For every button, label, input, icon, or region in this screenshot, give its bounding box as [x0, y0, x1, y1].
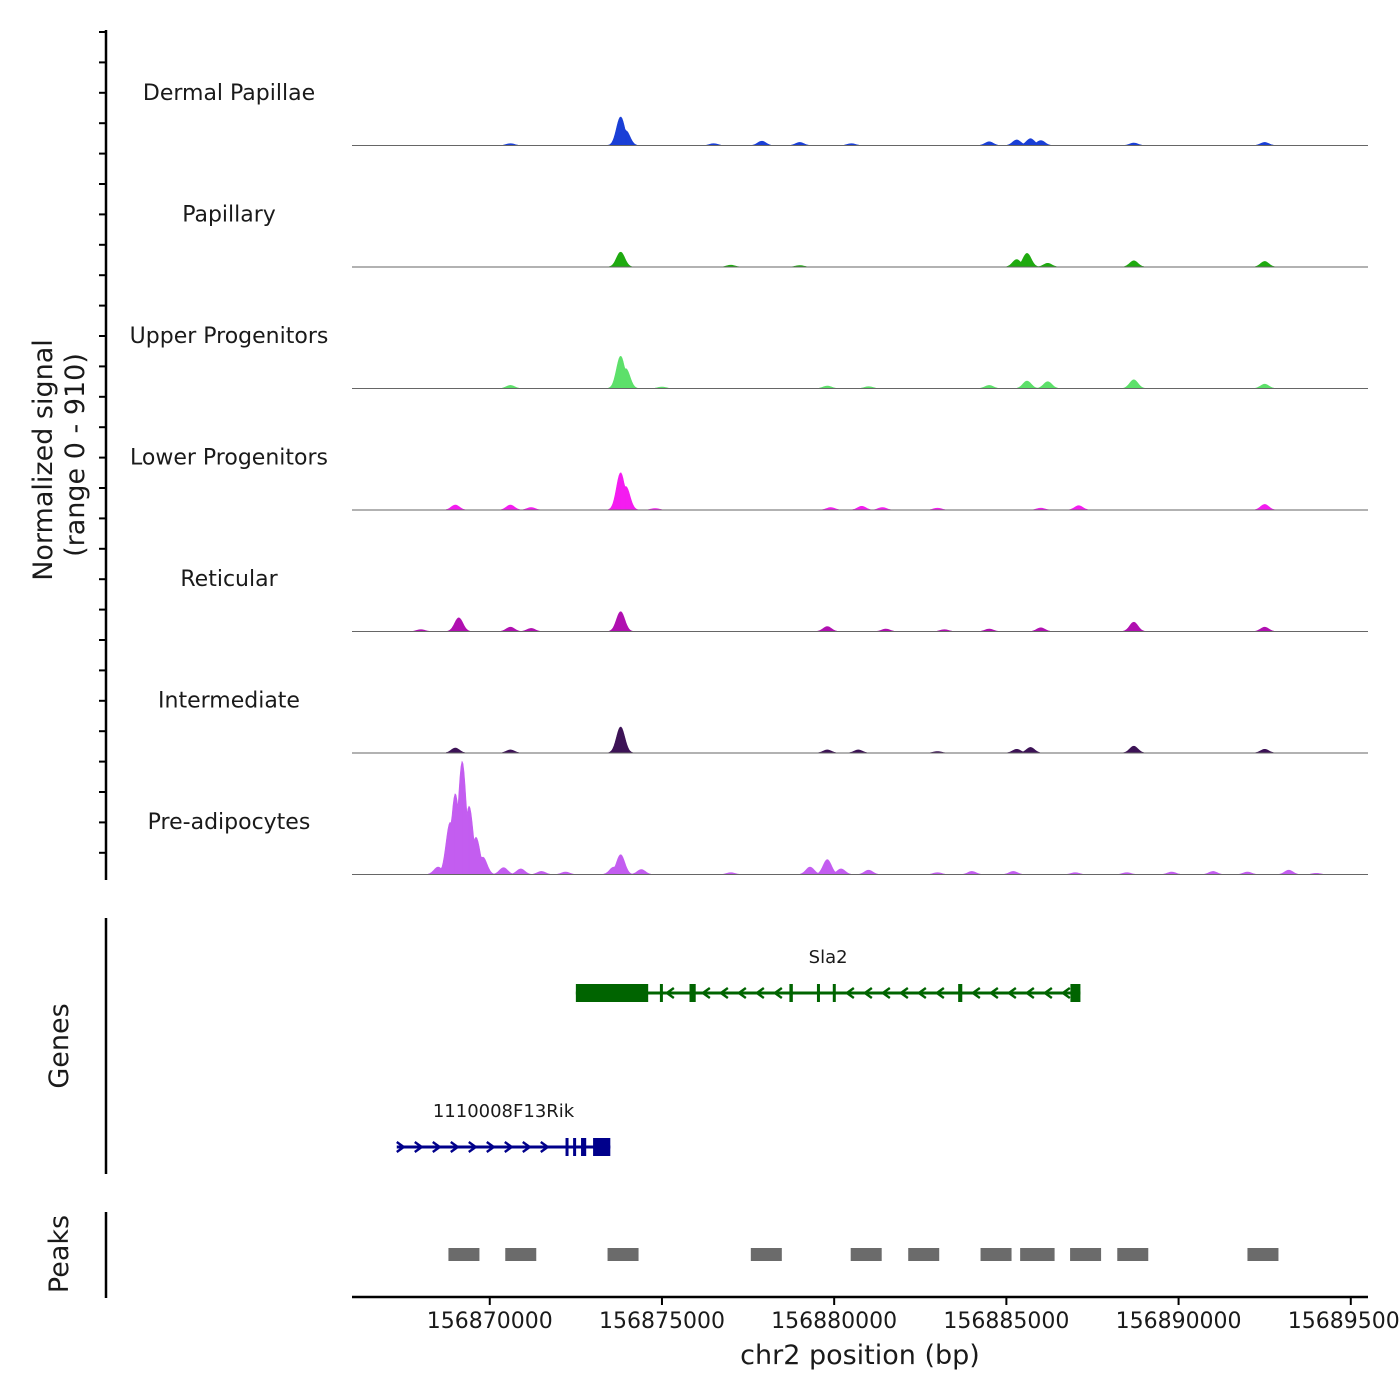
x-axis: 156870000 156875000 156880000 156885000 1568…	[352, 1295, 1400, 1334]
exon	[958, 984, 963, 1002]
exon	[789, 984, 793, 1002]
x-tick-label: 156885000	[943, 1309, 1069, 1334]
track-5: Intermediate	[158, 689, 1368, 754]
coverage-tracks: Dermal Papillae Papillary Upper Progenitor…	[130, 81, 1368, 875]
peak-region	[1117, 1248, 1149, 1261]
strand-arrow	[898, 987, 909, 999]
strand-arrow	[970, 987, 981, 999]
strand-arrow	[468, 1141, 478, 1153]
track-label: Dermal Papillae	[143, 81, 315, 106]
signal-area	[352, 611, 1368, 632]
signal-area	[352, 472, 1368, 511]
x-tick-label: 156890000	[1116, 1309, 1242, 1334]
strand-arrow	[844, 987, 855, 999]
track-label: Intermediate	[158, 689, 300, 714]
peak-region	[505, 1248, 537, 1261]
y-axis-title-line1: Normalized signal	[28, 339, 59, 581]
strand-arrow	[664, 987, 675, 999]
x-tick-label: 156870000	[427, 1309, 553, 1334]
track-3: Lower Progenitors	[130, 446, 1368, 511]
signal-area	[352, 355, 1368, 389]
peak-region	[1020, 1248, 1055, 1261]
genes-axis-title: Genes	[44, 1003, 75, 1088]
track-label: Papillary	[182, 203, 276, 228]
peak-region	[448, 1248, 480, 1261]
x-tick-label: 156880000	[771, 1309, 897, 1334]
peak-region	[1070, 1248, 1102, 1261]
strand-arrow	[754, 987, 765, 999]
strand-arrow	[414, 1141, 424, 1153]
strand-arrow	[486, 1141, 496, 1153]
strand-arrow	[736, 987, 747, 999]
track-label: Pre-adipocytes	[148, 810, 311, 835]
strand-arrow	[862, 987, 873, 999]
strand-arrow	[1042, 987, 1053, 999]
signal-area	[352, 726, 1368, 754]
strand-arrow	[700, 987, 711, 999]
exon	[575, 984, 649, 1002]
signal-axis	[99, 30, 108, 880]
strand-arrow	[988, 987, 999, 999]
track-0: Dermal Papillae	[143, 81, 1368, 146]
strand-arrow	[504, 1141, 514, 1153]
strand-arrow	[432, 1141, 442, 1153]
strand-arrow	[522, 1141, 532, 1153]
peak-region	[980, 1248, 1012, 1261]
peak-region	[607, 1248, 639, 1261]
exon	[832, 984, 836, 1002]
exon	[565, 1138, 569, 1156]
exon	[659, 984, 663, 1002]
strand-arrow	[540, 1141, 550, 1153]
signal-area	[352, 760, 1368, 875]
track-6: Pre-adipocytes	[148, 760, 1368, 875]
peaks-axis-title: Peaks	[44, 1215, 75, 1293]
peaks-panel	[104, 1212, 1279, 1298]
gene-label: Sla2	[809, 947, 848, 968]
gene-Sla2: Sla2	[575, 947, 1081, 1002]
strand-arrow	[916, 987, 927, 999]
strand-arrow	[1024, 987, 1035, 999]
peak-region	[908, 1248, 940, 1261]
track-4: Reticular	[180, 567, 1368, 632]
strand-arrow	[880, 987, 891, 999]
signal-area	[352, 251, 1368, 268]
peak-region	[850, 1248, 882, 1261]
peak-region	[1247, 1248, 1279, 1261]
exon	[816, 984, 820, 1002]
track-label: Upper Progenitors	[130, 324, 329, 349]
x-axis-title: chr2 position (bp)	[740, 1340, 980, 1371]
exon	[581, 1138, 587, 1156]
signal-area	[352, 116, 1368, 146]
track-2: Upper Progenitors	[130, 324, 1368, 389]
strand-arrow	[718, 987, 729, 999]
genes-panel: Sla2 1110008F13Rik	[104, 918, 1081, 1174]
gene-1110008F13Rik: 1110008F13Rik	[396, 1101, 611, 1156]
strand-arrow	[1006, 987, 1017, 999]
peak-region	[750, 1248, 782, 1261]
gene-label: 1110008F13Rik	[433, 1101, 575, 1122]
track-1: Papillary	[182, 203, 1368, 268]
y-axis-title-line2: (range 0 - 910)	[60, 353, 91, 557]
strand-arrow	[1060, 987, 1071, 999]
exon	[573, 1138, 577, 1156]
exon	[1070, 984, 1081, 1002]
exon	[593, 1138, 611, 1156]
track-label: Reticular	[180, 567, 278, 592]
track-label: Lower Progenitors	[130, 446, 328, 471]
strand-arrow	[934, 987, 945, 999]
exon	[689, 984, 696, 1002]
strand-arrow	[450, 1141, 460, 1153]
strand-arrow	[772, 987, 783, 999]
strand-arrow	[396, 1141, 406, 1153]
x-tick-label: 156875000	[599, 1309, 725, 1334]
x-tick-label: 156895000	[1288, 1309, 1400, 1334]
